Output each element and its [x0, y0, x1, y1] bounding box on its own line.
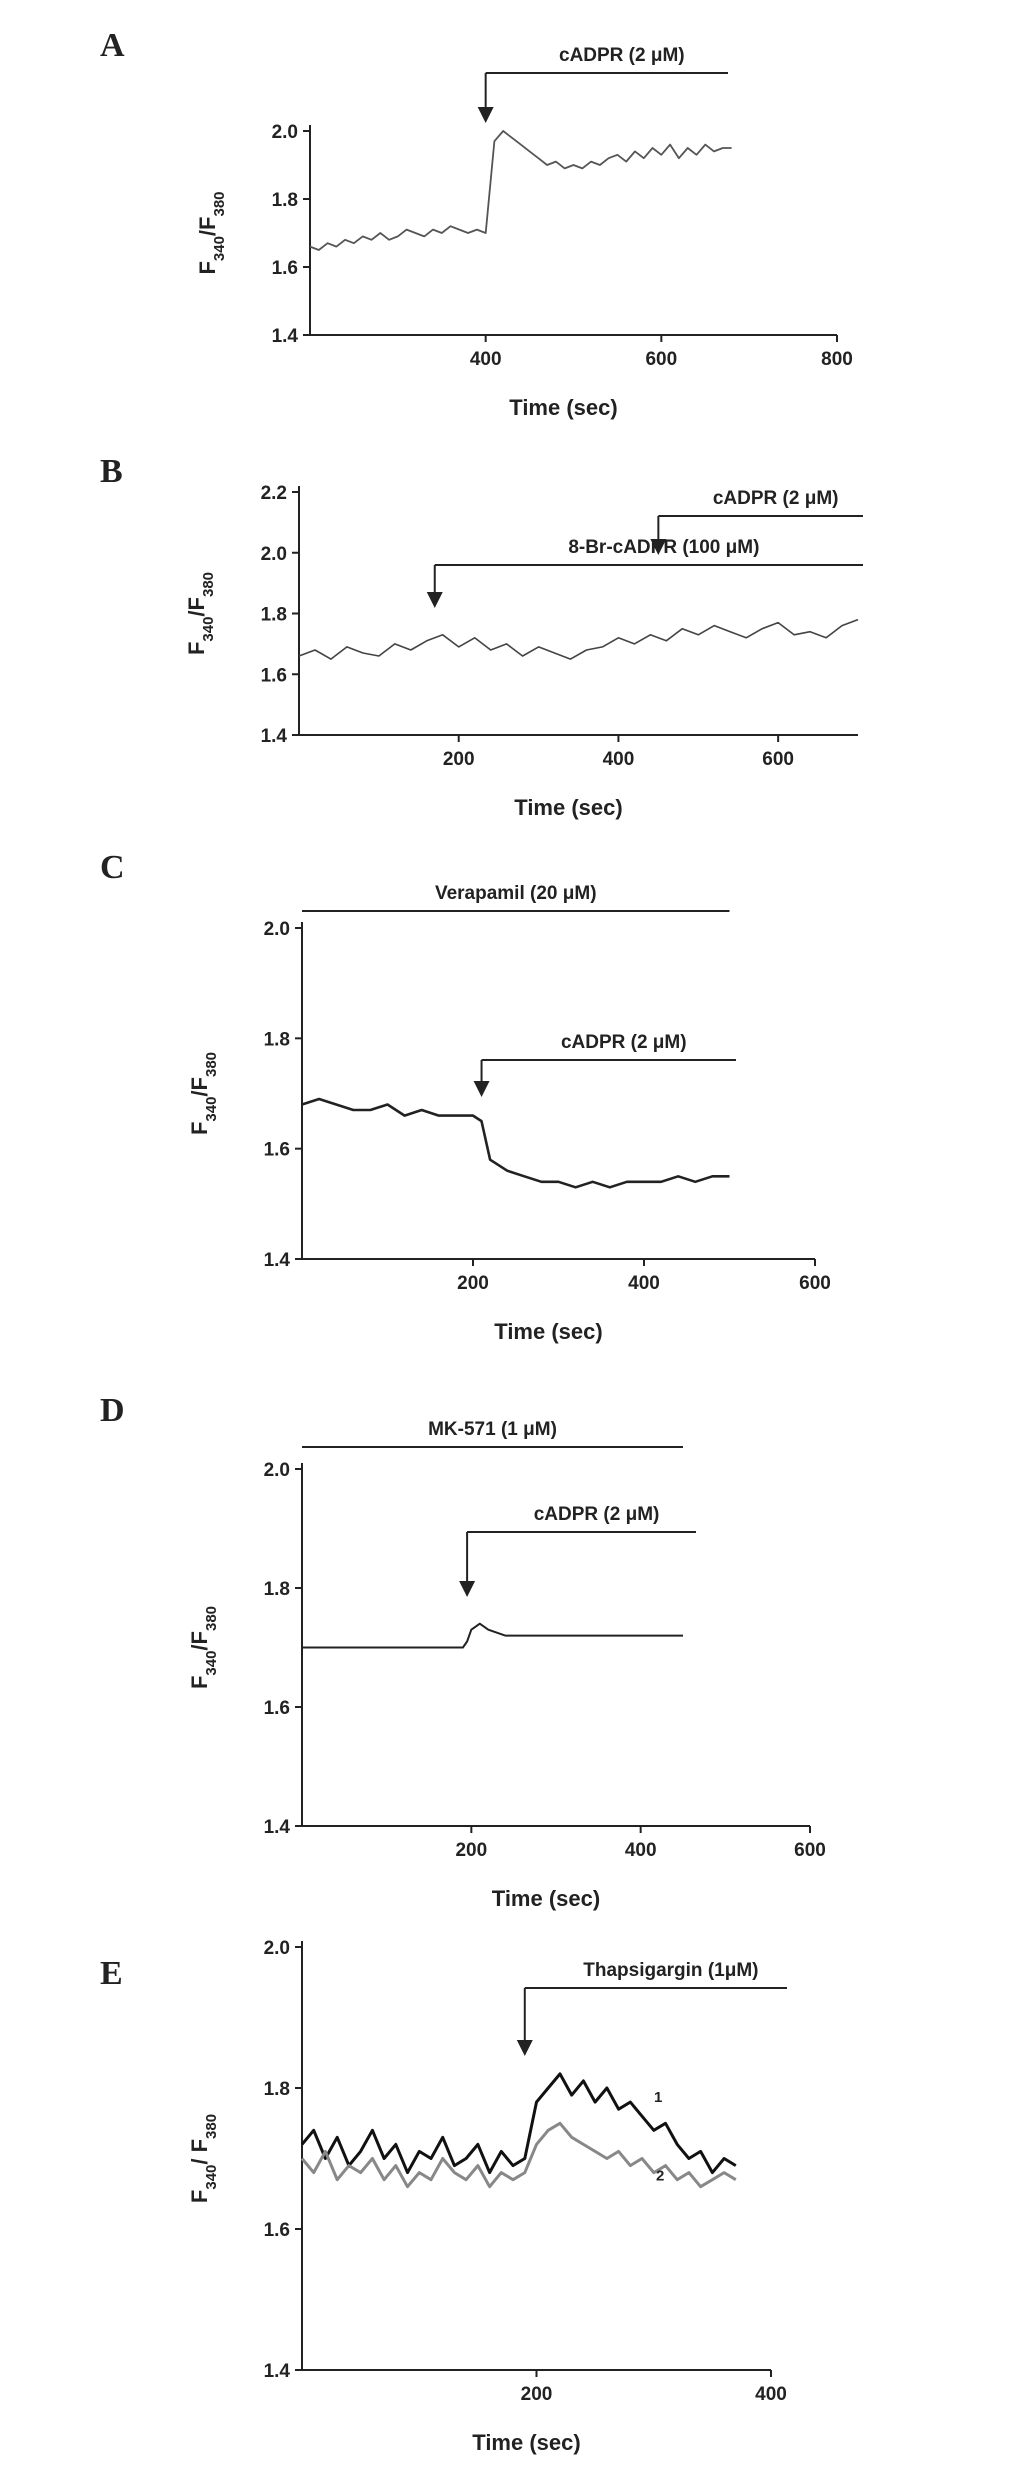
y-axis-label-part: 380 — [203, 1052, 220, 1077]
x-axis-label: Time (sec) — [509, 395, 617, 420]
panel-letter: B — [100, 453, 123, 490]
x-axis-label: Time (sec) — [472, 2430, 580, 2455]
y-axis-label-part: F — [187, 2190, 212, 2203]
y-axis-label-part: F — [184, 642, 209, 655]
panel-letter: E — [100, 1955, 123, 1992]
y-axis-label-part: 380 — [203, 1606, 220, 1631]
y-tick-label: 1.8 — [264, 1579, 290, 1600]
y-tick-label: 1.6 — [264, 1698, 290, 1719]
series-line — [300, 2072, 737, 2175]
y-axis-label: F340/ F380 — [187, 2114, 220, 2203]
y-axis-label-part: 380 — [203, 2114, 220, 2139]
x-tick-label: 600 — [762, 749, 794, 770]
y-axis-label-part: F — [195, 261, 220, 274]
annotation: Verapamil (20 μM) — [435, 883, 597, 904]
y-axis-label-part: 380 — [211, 191, 228, 216]
annotation: cADPR (2 μM) — [534, 1504, 660, 1525]
x-tick-label: 200 — [457, 1273, 489, 1294]
annotation: Thapsigargin (1μM) — [583, 1960, 758, 1981]
x-tick-label: 600 — [645, 349, 677, 370]
annotation: cADPR (2 μM) — [559, 45, 685, 66]
series-line — [309, 130, 732, 251]
panel-letter: A — [100, 27, 125, 64]
y-tick-label: 1.4 — [272, 326, 299, 347]
arrow-head — [650, 539, 667, 555]
x-tick-label: 400 — [603, 749, 635, 770]
y-axis-label-part: F — [187, 1122, 212, 1135]
arrow-head — [426, 592, 443, 608]
annotation: MK-571 (1 μM) — [428, 1419, 557, 1440]
x-axis-label: Time (sec) — [514, 795, 622, 820]
y-tick-label: 1.8 — [264, 2079, 290, 2100]
y-axis-label-part: 340 — [203, 2165, 220, 2190]
x-axis-label: Time (sec) — [494, 1319, 602, 1344]
y-tick-label: 1.4 — [264, 2361, 291, 2382]
annotation: cADPR (2 μM) — [713, 488, 839, 509]
y-tick-label: 1.6 — [261, 665, 287, 686]
y-tick-label: 1.4 — [261, 726, 288, 747]
y-axis-label-part: /F — [184, 597, 209, 617]
series-label: 1 — [654, 2089, 662, 2106]
arrow-head — [473, 1081, 490, 1097]
y-axis-label-part: 340 — [200, 617, 217, 642]
y-axis-label: F340/F380 — [187, 1606, 220, 1689]
arrow-head — [516, 2040, 533, 2056]
y-axis-label-part: / F — [187, 2139, 212, 2165]
arrow-head — [459, 1581, 476, 1597]
y-tick-label: 2.2 — [261, 483, 287, 504]
y-tick-label: 1.8 — [264, 1029, 290, 1050]
x-tick-label: 600 — [794, 1840, 826, 1861]
y-axis-label-part: 340 — [211, 236, 228, 261]
panel-letter: D — [100, 1392, 125, 1429]
y-tick-label: 1.6 — [264, 2220, 290, 2241]
x-tick-label: 800 — [821, 349, 853, 370]
series-line — [302, 1622, 683, 1649]
y-tick-label: 2.0 — [264, 919, 290, 940]
x-tick-label: 600 — [799, 1273, 831, 1294]
y-axis-label-part: F — [187, 1676, 212, 1689]
y-axis-label: F340/F380 — [187, 1052, 220, 1135]
y-tick-label: 1.4 — [264, 1817, 291, 1838]
x-axis-label: Time (sec) — [492, 1886, 600, 1911]
y-axis-label-part: 340 — [203, 1097, 220, 1122]
x-tick-label: 200 — [443, 749, 475, 770]
y-axis-label: F340/F380 — [184, 572, 217, 655]
y-tick-label: 2.0 — [264, 1460, 290, 1481]
y-tick-label: 1.8 — [272, 190, 298, 211]
y-axis-label: F340/F380 — [195, 191, 228, 274]
x-tick-label: 400 — [470, 349, 502, 370]
series-line — [300, 2121, 737, 2189]
y-axis-label-part: 340 — [203, 1651, 220, 1676]
arrow-head — [477, 107, 494, 123]
x-tick-label: 400 — [755, 2384, 787, 2405]
y-tick-label: 1.8 — [261, 605, 287, 626]
annotation: cADPR (2 μM) — [561, 1032, 687, 1053]
series-label: 2 — [656, 2168, 664, 2185]
y-tick-label: 1.4 — [264, 1250, 291, 1271]
y-tick-label: 2.0 — [272, 122, 298, 143]
annotation: 8-Br-cADPR (100 μM) — [568, 537, 759, 558]
x-tick-label: 200 — [521, 2384, 553, 2405]
panel-letter: C — [100, 849, 125, 886]
x-tick-label: 200 — [455, 1840, 487, 1861]
x-tick-label: 400 — [625, 1840, 657, 1861]
series-line — [298, 618, 859, 660]
x-tick-label: 400 — [628, 1273, 660, 1294]
y-axis-label-part: /F — [187, 1077, 212, 1097]
series-line — [301, 1097, 730, 1189]
y-axis-label-part: 380 — [200, 572, 217, 597]
y-axis-label-part: /F — [187, 1631, 212, 1651]
y-tick-label: 2.0 — [261, 544, 287, 565]
y-tick-label: 2.0 — [264, 1938, 290, 1959]
y-tick-label: 1.6 — [272, 258, 298, 279]
y-axis-label-part: /F — [195, 216, 220, 236]
y-tick-label: 1.6 — [264, 1140, 290, 1161]
